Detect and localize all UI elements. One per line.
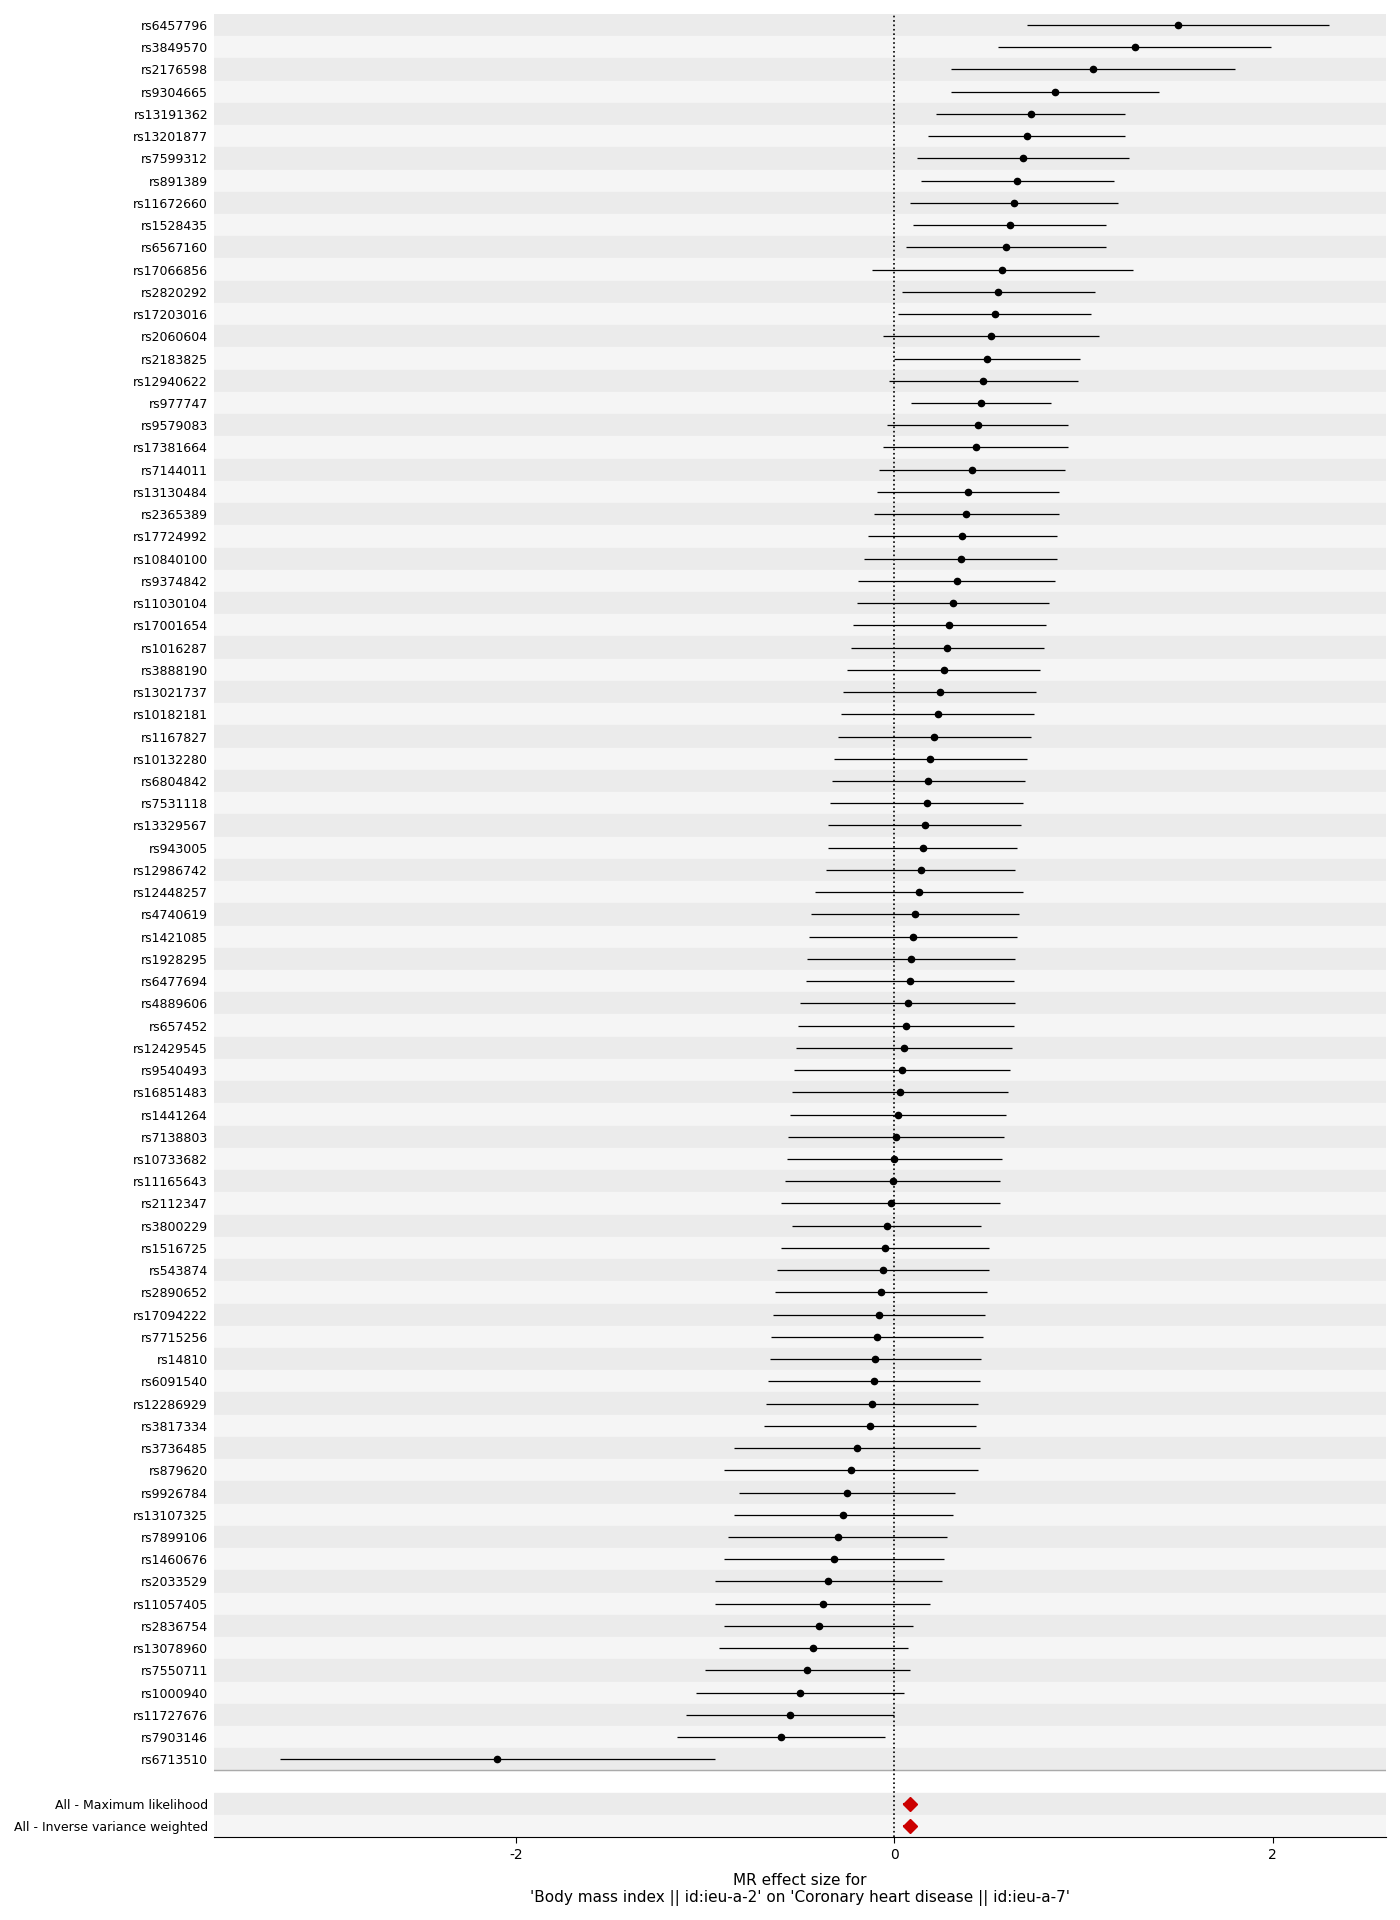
Bar bbox=[214, 1503, 1386, 1526]
Bar bbox=[214, 303, 1386, 324]
Bar bbox=[214, 1169, 1386, 1192]
Bar bbox=[214, 1281, 1386, 1304]
Bar bbox=[214, 1749, 1386, 1770]
Bar bbox=[214, 392, 1386, 415]
Bar bbox=[214, 1548, 1386, 1571]
Bar bbox=[214, 192, 1386, 213]
Bar bbox=[214, 324, 1386, 348]
Bar bbox=[214, 1682, 1386, 1703]
Bar bbox=[214, 547, 1386, 570]
Bar bbox=[214, 591, 1386, 614]
Bar bbox=[214, 902, 1386, 925]
Bar bbox=[214, 213, 1386, 236]
Bar bbox=[214, 682, 1386, 703]
Bar bbox=[214, 1814, 1386, 1837]
Bar bbox=[214, 703, 1386, 726]
Bar bbox=[214, 1459, 1386, 1482]
Bar bbox=[214, 503, 1386, 526]
Bar bbox=[214, 570, 1386, 591]
Bar bbox=[214, 371, 1386, 392]
Bar bbox=[214, 614, 1386, 636]
Bar bbox=[214, 1081, 1386, 1104]
Bar bbox=[214, 1327, 1386, 1348]
Bar bbox=[214, 280, 1386, 303]
Bar bbox=[214, 415, 1386, 436]
Bar bbox=[214, 480, 1386, 503]
Bar bbox=[214, 1793, 1386, 1814]
Bar bbox=[214, 1215, 1386, 1236]
Bar bbox=[214, 881, 1386, 902]
Bar bbox=[214, 1592, 1386, 1615]
Bar bbox=[214, 1371, 1386, 1392]
Bar bbox=[214, 925, 1386, 948]
Bar bbox=[214, 259, 1386, 280]
Bar bbox=[214, 104, 1386, 125]
Bar bbox=[214, 1104, 1386, 1125]
Bar bbox=[214, 1526, 1386, 1548]
Bar bbox=[214, 1260, 1386, 1281]
Bar bbox=[214, 636, 1386, 659]
Bar bbox=[214, 1014, 1386, 1037]
Bar bbox=[214, 970, 1386, 993]
Bar bbox=[214, 793, 1386, 814]
Bar bbox=[214, 858, 1386, 881]
Bar bbox=[214, 1192, 1386, 1215]
Bar bbox=[214, 770, 1386, 793]
Bar bbox=[214, 459, 1386, 480]
Bar bbox=[214, 36, 1386, 58]
Bar bbox=[214, 1148, 1386, 1169]
Bar bbox=[214, 1415, 1386, 1436]
Bar bbox=[214, 747, 1386, 770]
Bar bbox=[214, 1726, 1386, 1749]
Bar bbox=[214, 1125, 1386, 1148]
Bar bbox=[214, 1304, 1386, 1327]
Bar bbox=[214, 58, 1386, 81]
Bar bbox=[214, 125, 1386, 148]
Bar bbox=[214, 837, 1386, 858]
Bar bbox=[214, 1703, 1386, 1726]
Bar bbox=[214, 148, 1386, 169]
Bar bbox=[214, 1638, 1386, 1659]
Bar bbox=[214, 236, 1386, 259]
Bar bbox=[214, 1615, 1386, 1638]
Bar bbox=[214, 993, 1386, 1014]
Bar bbox=[214, 1436, 1386, 1459]
Bar bbox=[214, 436, 1386, 459]
Bar bbox=[214, 1236, 1386, 1260]
Bar bbox=[214, 1037, 1386, 1060]
Bar bbox=[214, 948, 1386, 970]
Bar bbox=[214, 1571, 1386, 1592]
Bar bbox=[214, 81, 1386, 104]
Bar bbox=[214, 1348, 1386, 1371]
Bar bbox=[214, 1392, 1386, 1415]
X-axis label: MR effect size for
'Body mass index || id:ieu-a-2' on 'Coronary heart disease ||: MR effect size for 'Body mass index || i… bbox=[529, 1872, 1070, 1907]
Bar bbox=[214, 1060, 1386, 1081]
Bar bbox=[214, 726, 1386, 747]
Bar bbox=[214, 526, 1386, 547]
Bar bbox=[214, 659, 1386, 682]
Bar bbox=[214, 1482, 1386, 1503]
Bar bbox=[214, 814, 1386, 837]
Bar bbox=[214, 348, 1386, 371]
Bar bbox=[214, 169, 1386, 192]
Bar bbox=[214, 1659, 1386, 1682]
Bar bbox=[214, 13, 1386, 36]
